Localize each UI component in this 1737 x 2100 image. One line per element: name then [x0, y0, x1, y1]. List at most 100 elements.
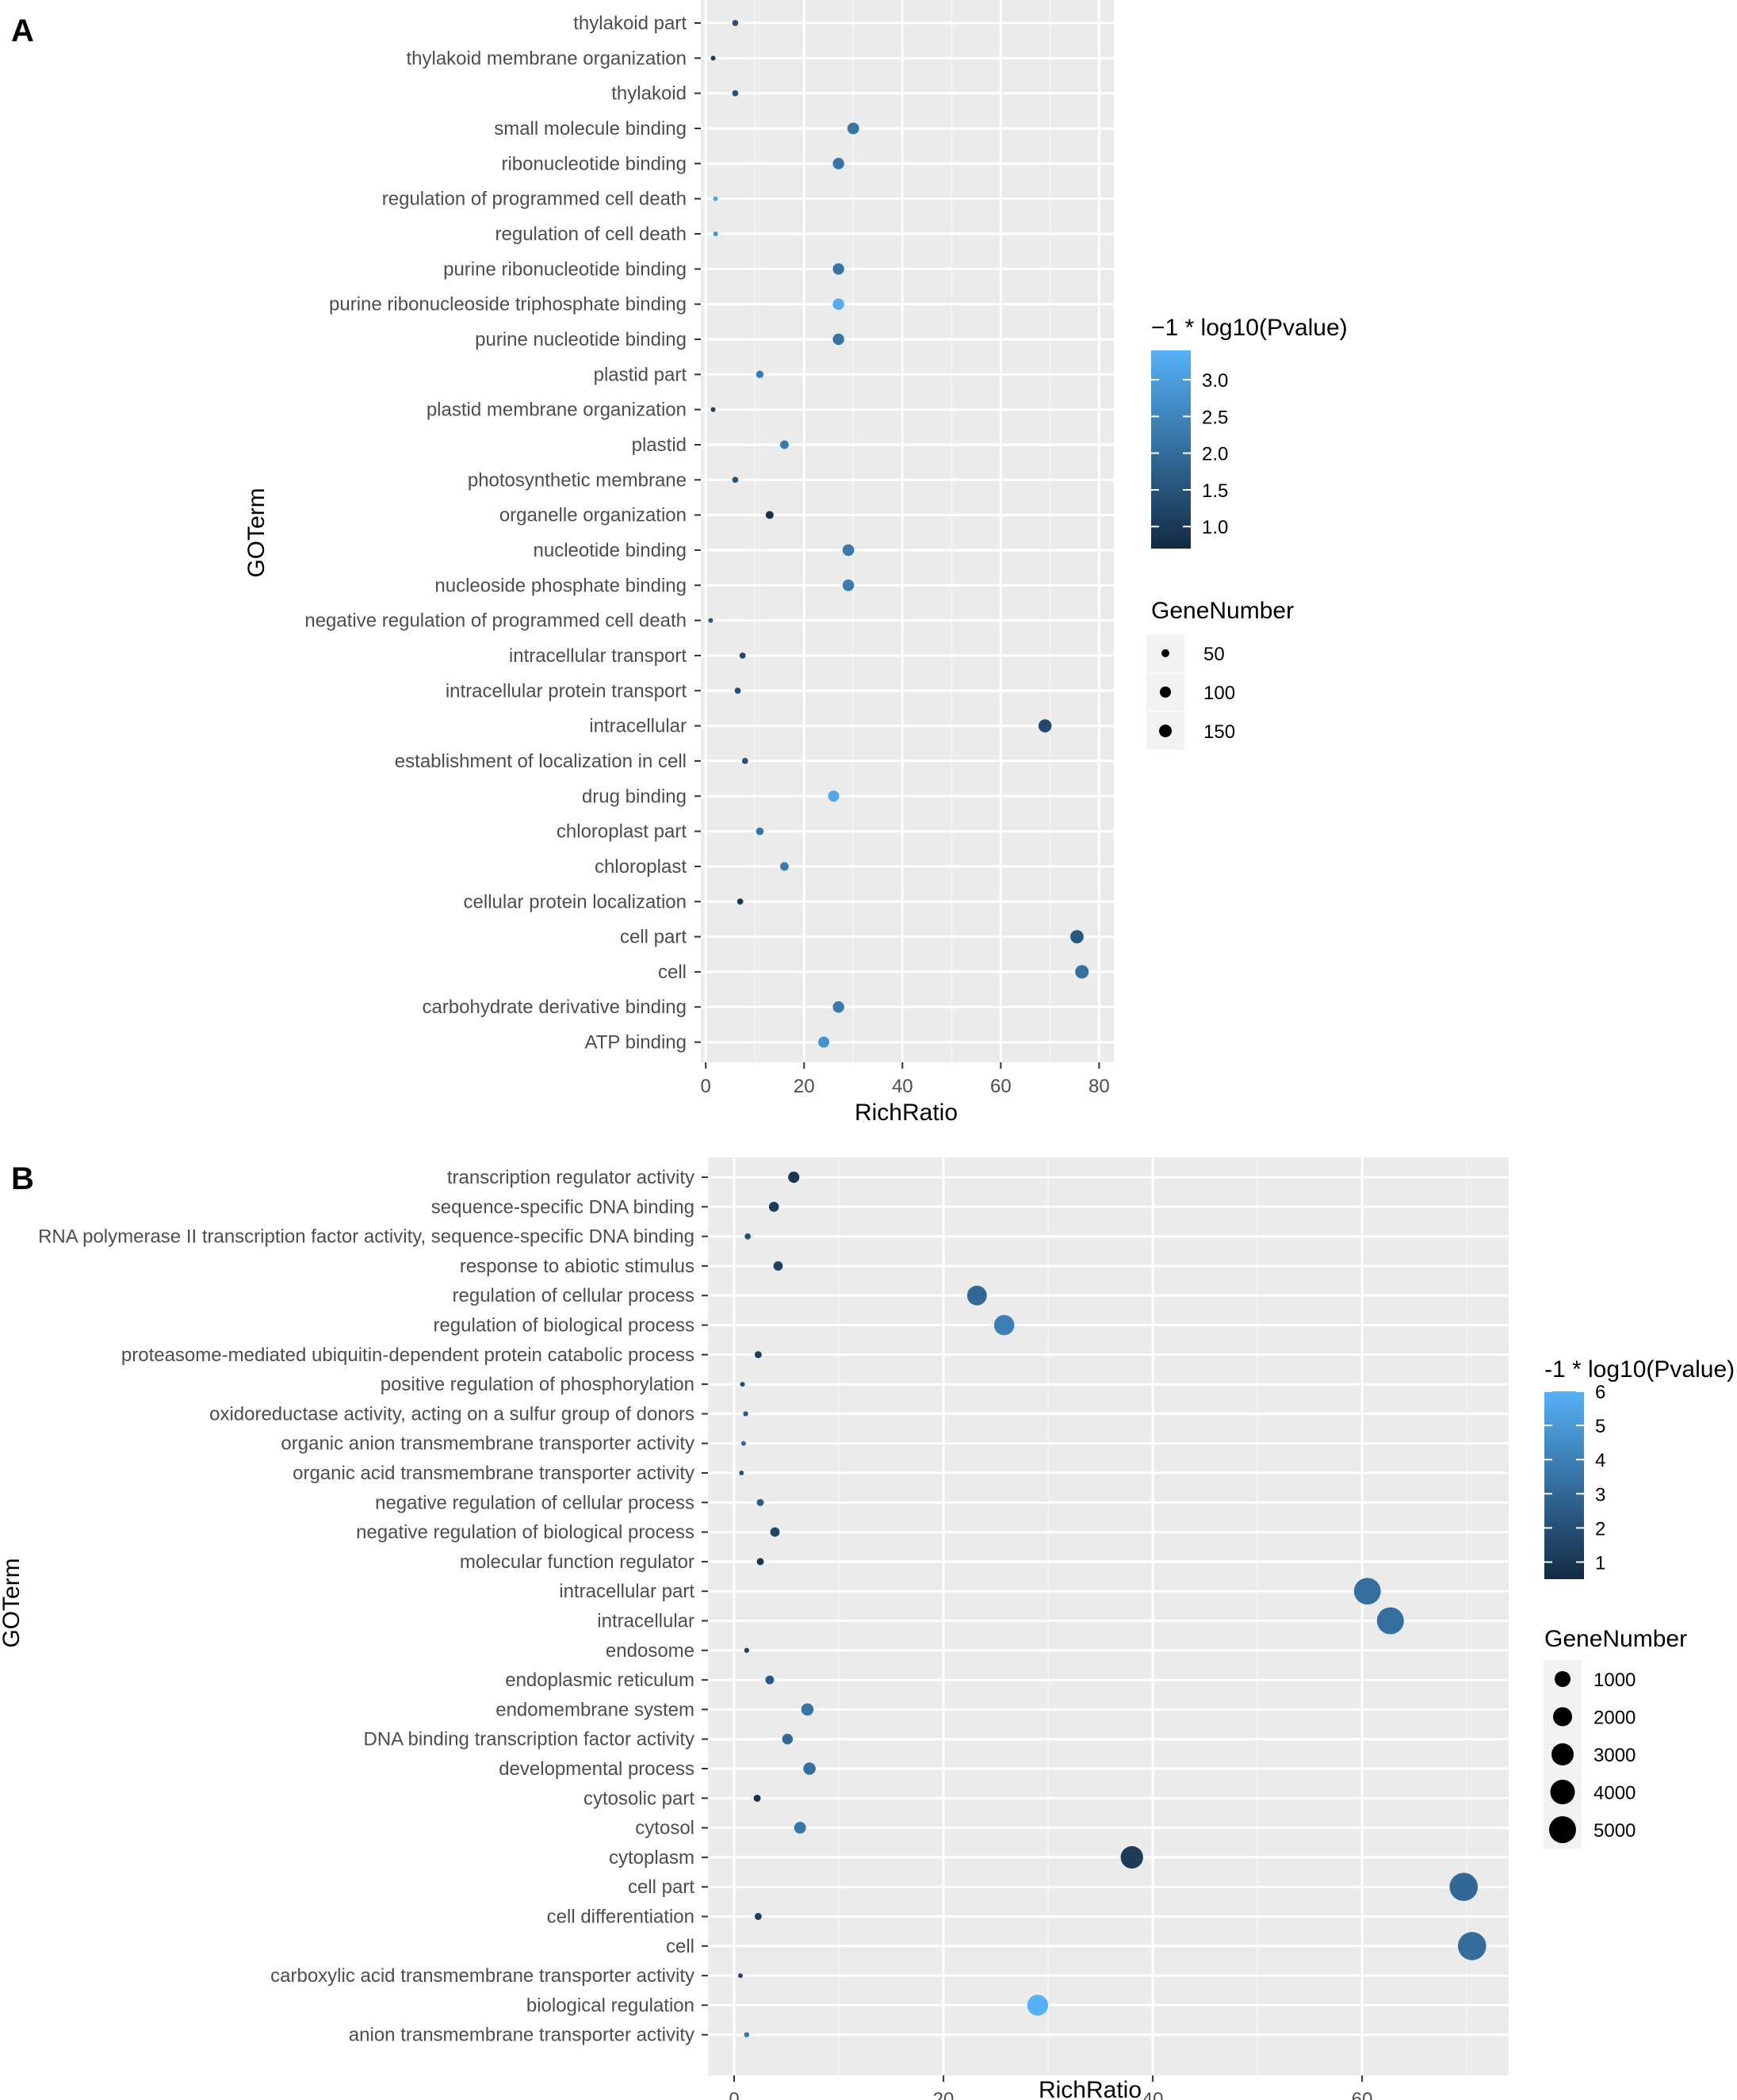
data-point [756, 1498, 764, 1506]
colorbar-tick-label: 6 [1595, 1382, 1605, 1403]
y-tick-label: biological regulation [526, 1995, 694, 2016]
data-point [739, 652, 746, 659]
y-tick-label: proteasome-mediated ubiquitin-dependent … [121, 1345, 694, 1366]
panel-b-color-legend-title: -1 * log10(Pvalue) [1544, 1356, 1735, 1383]
data-point [754, 1351, 762, 1359]
data-point [966, 1285, 987, 1306]
data-point [794, 1822, 806, 1834]
data-point [1120, 1846, 1143, 1869]
y-tick-label: organic acid transmembrane transporter a… [293, 1463, 694, 1484]
size-legend-label: 1000 [1594, 1670, 1636, 1691]
size-legend-dot [1551, 1743, 1574, 1765]
panel-a-major-grid [701, 0, 1114, 1062]
panel-a-x-axis-title: RichRatio [855, 1100, 958, 1126]
size-legend-dot [1160, 687, 1171, 698]
x-tick-label: 60 [990, 1076, 1012, 1097]
y-tick-label: regulation of cell death [495, 224, 687, 245]
panel-a-size-legend-title: GeneNumber [1151, 598, 1294, 624]
data-point [765, 1675, 775, 1685]
data-point [780, 862, 789, 871]
data-point [739, 1471, 744, 1475]
data-point [734, 687, 741, 694]
data-point [737, 898, 744, 905]
data-point [1376, 1607, 1404, 1635]
data-point [756, 370, 764, 379]
panel-a-minor-grid [754, 0, 1051, 1062]
data-point [737, 1973, 743, 1979]
y-tick-label: thylakoid [611, 83, 687, 105]
data-point [744, 1233, 752, 1240]
colorbar-tick-label: 5 [1595, 1416, 1605, 1437]
data-point [1027, 1995, 1049, 2016]
y-tick-label: cell part [628, 1876, 694, 1898]
data-point [828, 790, 840, 802]
data-point [1457, 1931, 1486, 1960]
y-tick-label: intracellular part [559, 1581, 694, 1602]
data-point [832, 333, 844, 346]
data-point [744, 1647, 750, 1653]
colorbar-tick-label: 1 [1595, 1552, 1605, 1574]
x-tick-label: 20 [933, 2089, 955, 2100]
size-legend-label: 4000 [1594, 1783, 1636, 1804]
panel-a: A thylakoid part thylakoid membrane organ… [11, 0, 1348, 1126]
size-legend-dot [1159, 725, 1172, 737]
y-tick-label: regulation of biological process [433, 1315, 694, 1337]
y-tick-label: regulation of programmed cell death [382, 189, 687, 210]
panel-b-plot-background [708, 1157, 1509, 2075]
size-legend-label: 150 [1203, 721, 1235, 743]
y-tick-label: positive regulation of phosphorylation [381, 1374, 694, 1395]
data-point [756, 1558, 764, 1566]
data-point [740, 1440, 746, 1446]
data-point [732, 90, 739, 97]
size-legend-label: 100 [1203, 683, 1235, 704]
panel-b-minor-grid [838, 1157, 1467, 2075]
y-tick-label: purine ribonucleotide binding [443, 258, 687, 280]
y-tick-label: plastid [632, 434, 687, 456]
size-legend-dot [1161, 649, 1169, 657]
data-point [713, 196, 718, 201]
panel-b-x-axis-title: RichRatio [1039, 2077, 1142, 2100]
y-tick-label: cytosol [635, 1818, 694, 1839]
y-tick-label: regulation of cellular process [453, 1285, 695, 1306]
data-point [770, 1527, 780, 1537]
y-tick-label: ribonucleotide binding [501, 153, 687, 174]
y-tick-label: sequence-specific DNA binding [431, 1196, 694, 1218]
panel-a-plot-background [701, 0, 1114, 1062]
panel-b-colorbar-ticks: 6 5 4 3 2 1 [1544, 1382, 1605, 1574]
data-point [782, 1733, 794, 1745]
y-tick-label: photosynthetic membrane [468, 469, 687, 491]
data-point [993, 1314, 1015, 1336]
y-tick-label: cell differentiation [547, 1907, 694, 1928]
panel-a-y-axis-title: GOTerm [243, 488, 270, 577]
y-tick-label: cytoplasm [609, 1847, 694, 1869]
x-tick-label: 40 [1142, 2089, 1164, 2100]
data-point [713, 231, 718, 236]
panel-b-label: B [11, 1161, 34, 1196]
y-tick-label: chloroplast [595, 856, 687, 878]
y-tick-label: nucleotide binding [534, 540, 687, 561]
data-point [842, 579, 855, 591]
size-legend-dot [1549, 1816, 1576, 1843]
y-tick-label: purine ribonucleoside triphosphate bindi… [329, 294, 687, 316]
size-legend-label: 2000 [1594, 1708, 1636, 1729]
size-legend-dot [1555, 1671, 1571, 1687]
y-tick-label: molecular function regulator [460, 1551, 694, 1573]
colorbar-tick-label: 3.0 [1202, 370, 1228, 392]
y-tick-label: carbohydrate derivative binding [422, 996, 687, 1018]
y-tick-label: intracellular [589, 716, 687, 737]
data-point [753, 1794, 761, 1802]
y-tick-label: small molecule binding [494, 118, 687, 140]
y-tick-label: thylakoid part [573, 13, 687, 34]
data-point [832, 1001, 844, 1013]
data-point [1353, 1578, 1381, 1605]
data-point [740, 1382, 745, 1387]
y-tick-label: anion transmembrane transporter activity [349, 2025, 694, 2046]
panel-b-major-grid [708, 1157, 1509, 2075]
y-tick-label: negative regulation of programmed cell d… [304, 610, 687, 632]
y-tick-label: endosome [606, 1640, 694, 1662]
y-tick-label: response to abiotic stimulus [460, 1256, 694, 1277]
y-tick-label: RNA polymerase II transcription factor a… [38, 1226, 694, 1248]
size-legend-dot [1553, 1707, 1572, 1727]
data-point [803, 1762, 816, 1775]
y-tick-label: organelle organization [499, 505, 687, 526]
